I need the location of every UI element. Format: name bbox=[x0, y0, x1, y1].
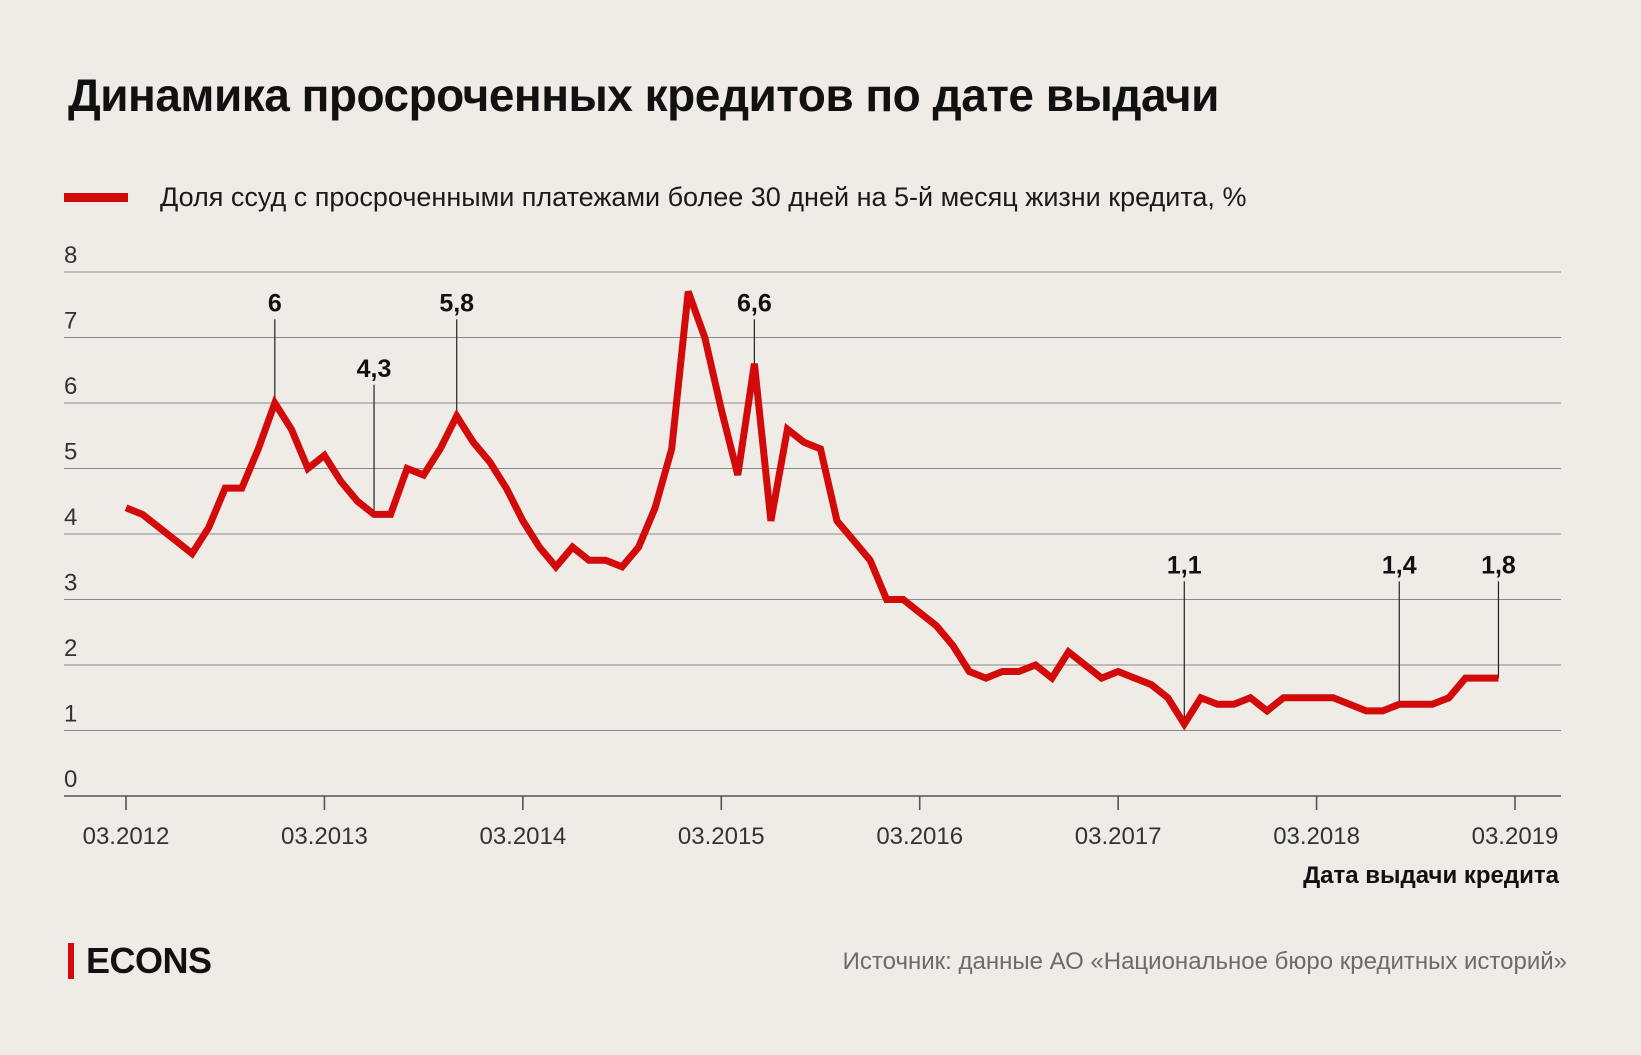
x-axis-label: Дата выдачи кредита bbox=[1303, 862, 1559, 889]
annotation-label: 4,3 bbox=[357, 355, 392, 383]
x-tick-label: 03.2014 bbox=[479, 823, 566, 850]
x-tick-label: 03.2018 bbox=[1273, 823, 1360, 850]
annotation-label: 1,8 bbox=[1481, 551, 1516, 579]
annotation-label: 1,1 bbox=[1167, 551, 1202, 579]
x-tick-label: 03.2015 bbox=[678, 823, 765, 850]
series-line bbox=[124, 290, 1499, 731]
legend-label: Доля ссуд с просроченными платежами боле… bbox=[160, 182, 1247, 212]
brand-name: ECONS bbox=[86, 940, 212, 981]
y-tick-label: 2 bbox=[64, 635, 77, 662]
legend-swatch bbox=[64, 193, 128, 202]
x-tick-label: 03.2017 bbox=[1075, 823, 1162, 850]
x-tick-label: 03.2013 bbox=[281, 823, 368, 850]
x-tick-label: 03.2016 bbox=[876, 823, 963, 850]
source-note: Источник: данные АО «Национальное бюро к… bbox=[842, 948, 1567, 975]
y-tick-label: 4 bbox=[64, 504, 77, 531]
x-tick-labels: 03.2012 03.2013 03.2014 03.2015 03.2016 03.20… bbox=[83, 796, 1559, 850]
grid bbox=[64, 271, 1561, 797]
y-tick-label: 6 bbox=[64, 373, 77, 400]
y-tick-label: 1 bbox=[64, 701, 77, 728]
series bbox=[124, 290, 1499, 731]
brand-logo: ECONS bbox=[68, 940, 212, 982]
brand-bar bbox=[68, 943, 74, 979]
annotations: 6 4,3 5,8 6,6 1,1 1,4 1,8 bbox=[268, 289, 1516, 724]
annotation-label: 1,4 bbox=[1382, 551, 1417, 579]
y-tick-label: 7 bbox=[64, 308, 77, 335]
y-tick-label: 8 bbox=[64, 242, 77, 269]
annotation-label: 6,6 bbox=[737, 289, 772, 317]
legend: Доля ссуд с просроченными платежами боле… bbox=[64, 182, 1246, 213]
chart-title: Динамика просроченных кредитов по дате в… bbox=[68, 69, 1219, 121]
y-tick-labels: 0 1 2 3 4 5 6 7 8 bbox=[64, 242, 77, 793]
y-tick-label: 0 bbox=[64, 766, 77, 793]
annotation-label: 5,8 bbox=[439, 289, 474, 317]
y-tick-label: 5 bbox=[64, 439, 77, 466]
x-tick-label: 03.2012 bbox=[83, 823, 170, 850]
y-tick-label: 3 bbox=[64, 570, 77, 597]
x-tick-label: 03.2019 bbox=[1472, 823, 1559, 850]
annotation-label: 6 bbox=[268, 289, 282, 317]
